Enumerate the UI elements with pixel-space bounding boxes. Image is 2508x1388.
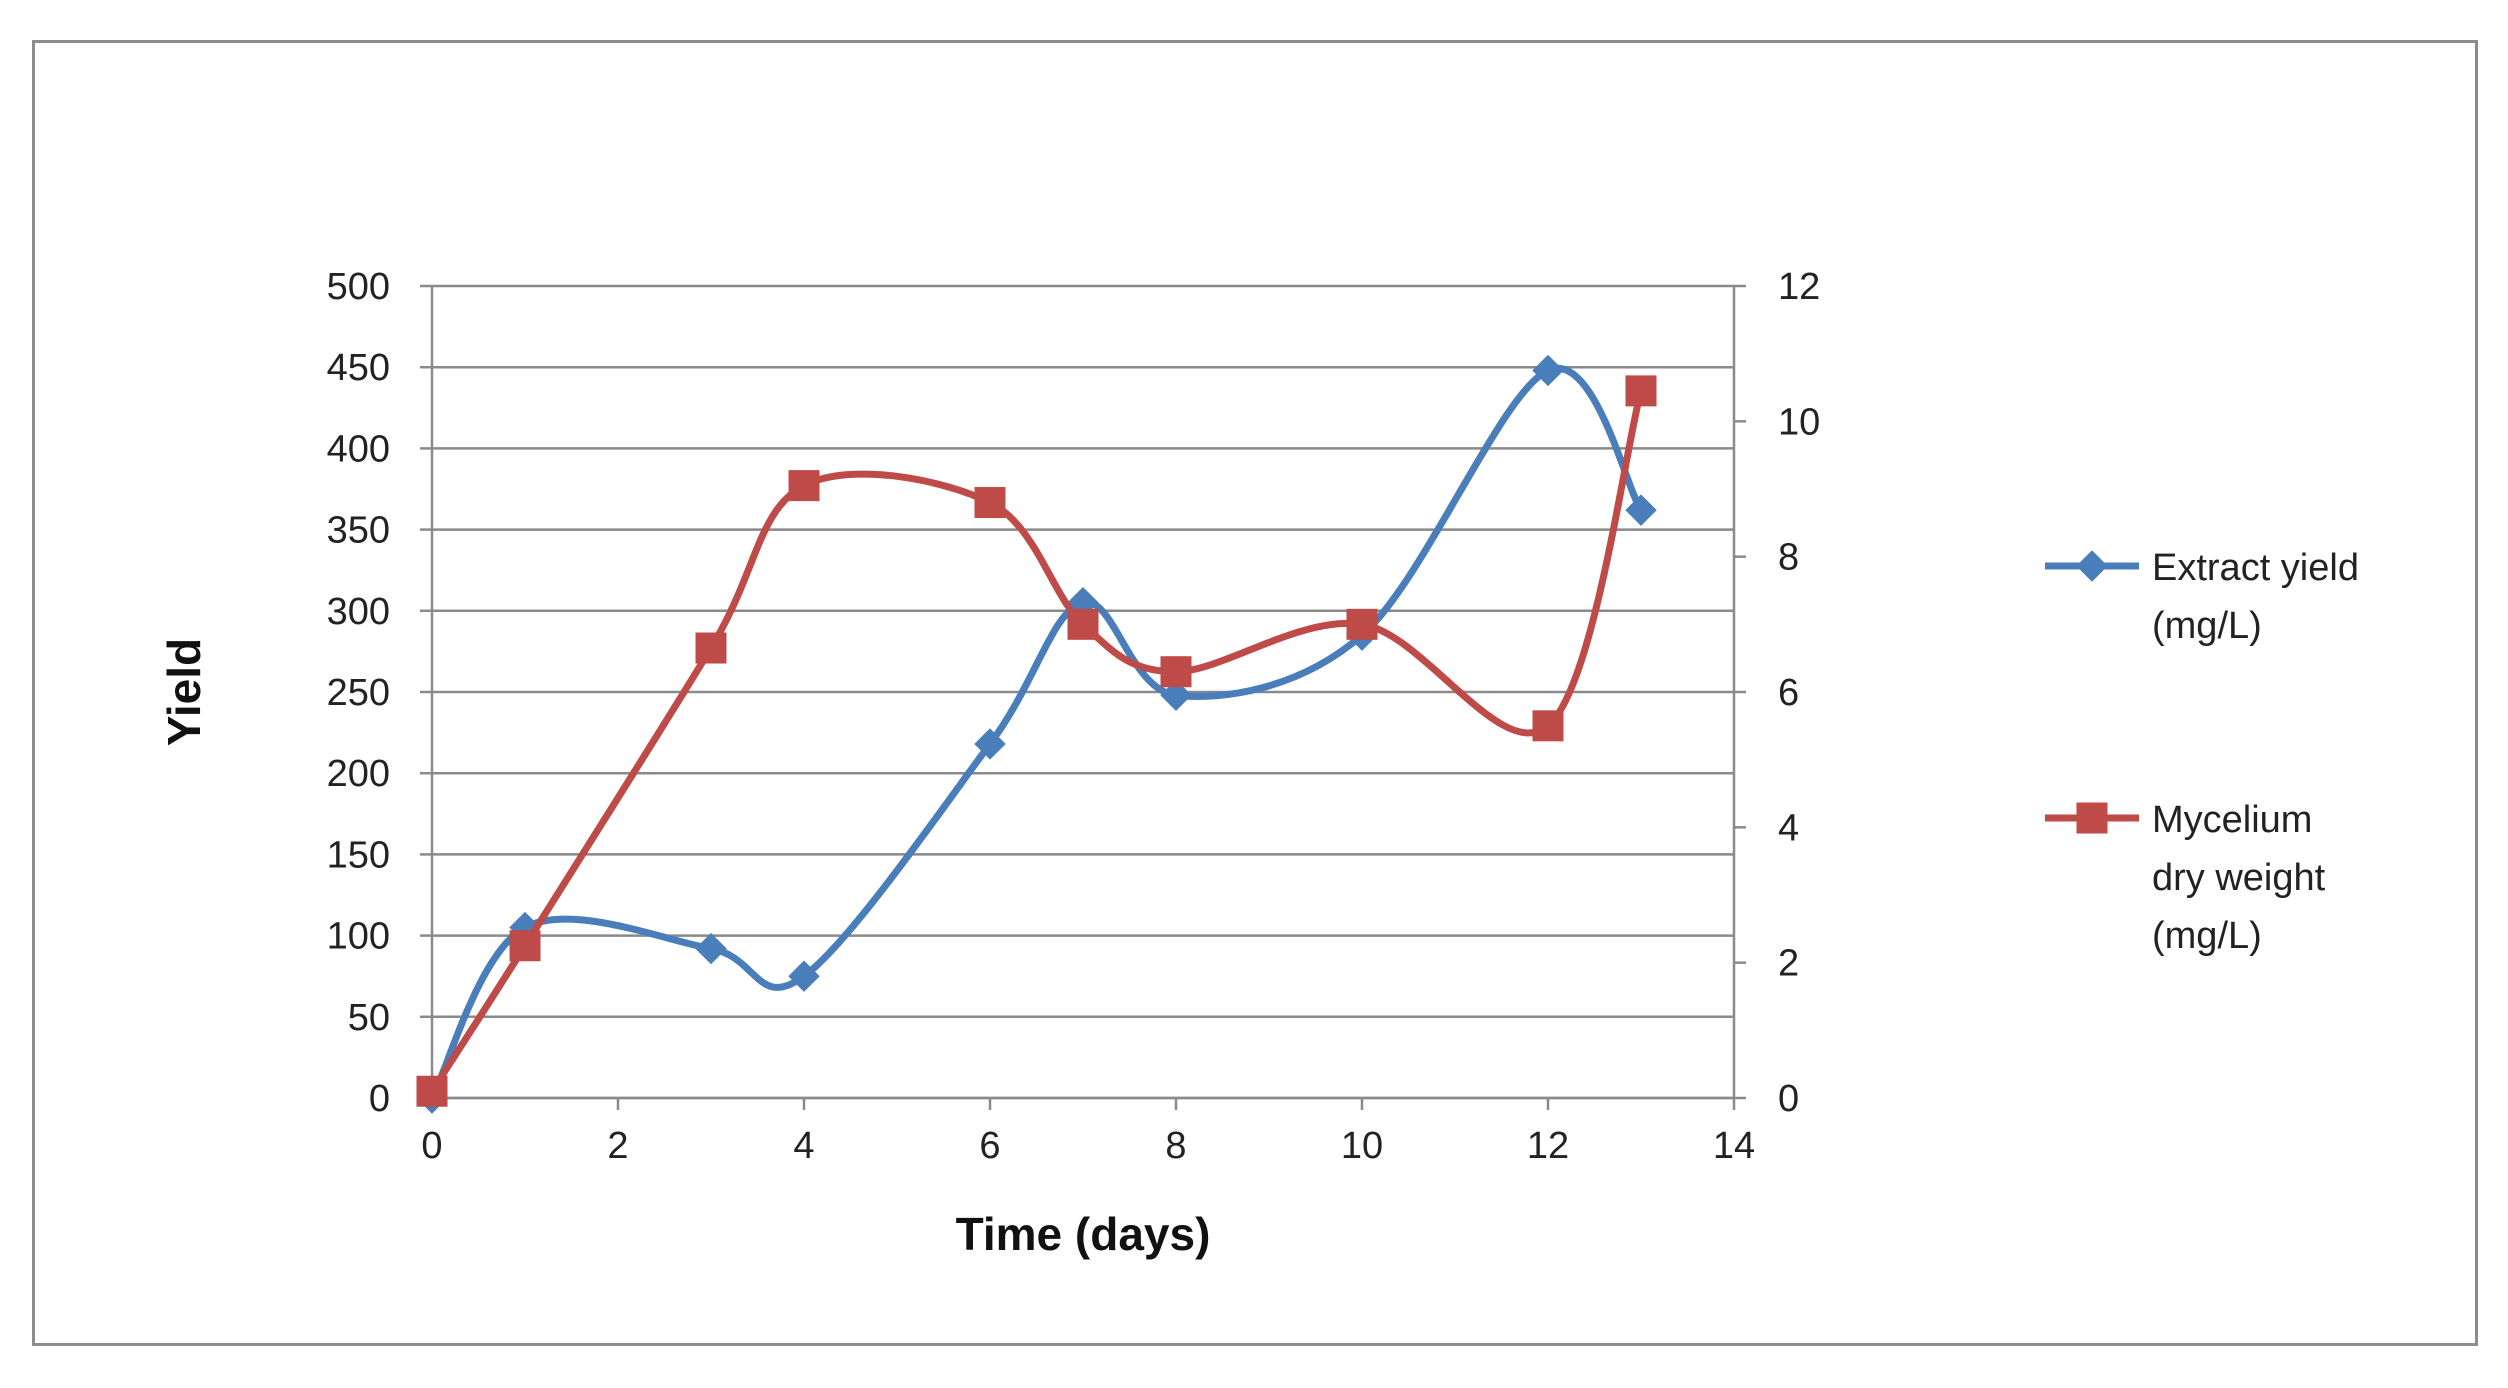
series-0 <box>416 354 1657 1114</box>
y-tick-label: 100 <box>327 916 390 958</box>
data-point <box>974 487 1006 519</box>
y2-tick-label: 2 <box>1778 943 1799 985</box>
y2-tick-label: 0 <box>1778 1078 1799 1120</box>
series-line <box>428 387 1645 1095</box>
data-point <box>1160 656 1192 688</box>
y-axis-title: Yield <box>158 638 210 746</box>
data-point <box>1160 679 1192 711</box>
legend-marker <box>2076 550 2108 582</box>
legend-item: Mycelium dry weight (mg/L) <box>2045 799 2326 957</box>
data-point <box>1625 494 1657 526</box>
x-tick-label: 10 <box>1341 1125 1383 1167</box>
x-tick-label: 8 <box>1165 1125 1186 1167</box>
y2-tick-label: 10 <box>1778 401 1820 443</box>
data-point <box>1532 710 1564 742</box>
x-tick-label: 0 <box>421 1125 442 1167</box>
legend-label: Mycelium <box>2152 799 2312 841</box>
x-tick-label: 14 <box>1713 1125 1755 1167</box>
legend-label: Extract yield <box>2152 547 2359 589</box>
y-tick-label: 0 <box>369 1078 390 1120</box>
series-line <box>428 364 1645 1102</box>
data-point <box>1625 375 1657 407</box>
legend-label: dry weight <box>2152 857 2326 899</box>
x-tick-label: 4 <box>793 1125 814 1167</box>
data-point <box>974 728 1006 760</box>
legend-item: Extract yield (mg/L) <box>2045 547 2359 647</box>
y2-tick-label: 8 <box>1778 537 1799 579</box>
y2-tick-label: 6 <box>1778 672 1799 714</box>
x-tick-label: 2 <box>607 1125 628 1167</box>
data-point <box>509 930 541 962</box>
series <box>416 354 1657 1114</box>
series-1 <box>416 375 1657 1107</box>
y-tick-label: 200 <box>327 753 390 795</box>
y-tick-label: 300 <box>327 591 390 633</box>
data-point <box>695 632 727 664</box>
y-tick-label: 50 <box>348 997 390 1039</box>
legend-label: (mg/L) <box>2152 915 2262 957</box>
legend-label: (mg/L) <box>2152 605 2262 647</box>
x-axis-title: Time (days) <box>956 1208 1211 1260</box>
data-point <box>695 932 727 965</box>
y-tick-label: 400 <box>327 428 390 470</box>
data-point <box>788 470 820 502</box>
data-point <box>788 960 820 992</box>
y-tick-label: 500 <box>327 266 390 308</box>
data-point <box>1346 608 1378 640</box>
grid-lines <box>432 284 1734 1100</box>
y-tick-label: 150 <box>327 834 390 876</box>
axes <box>420 284 1746 1110</box>
y-tick-label: 450 <box>327 347 390 389</box>
data-point <box>1067 608 1099 640</box>
legend-marker <box>2076 802 2108 834</box>
legend: Extract yield (mg/L) Mycelium dry weight (mg… <box>2045 547 2359 957</box>
tick-labels: 0 50 100 150 200 250 300 350 400 450 500 0 2 4 6 8 10 12 0… <box>327 266 1821 1167</box>
x-tick-label: 12 <box>1527 1125 1569 1167</box>
y2-tick-label: 12 <box>1778 266 1820 308</box>
x-tick-label: 6 <box>979 1125 1000 1167</box>
y2-tick-label: 4 <box>1778 807 1799 849</box>
y-tick-label: 250 <box>327 672 390 714</box>
data-point <box>416 1075 448 1107</box>
data-point <box>1532 354 1564 387</box>
y-tick-label: 350 <box>327 510 390 552</box>
